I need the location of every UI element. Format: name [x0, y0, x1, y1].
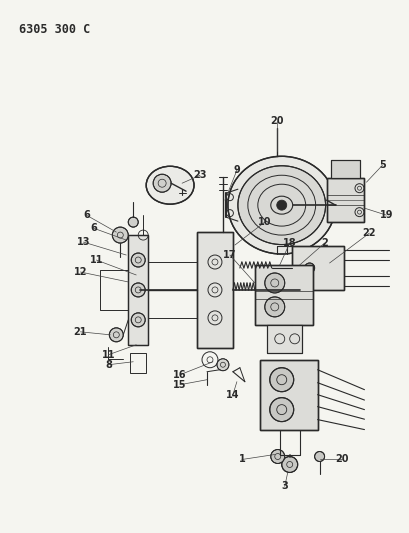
Text: 20: 20: [334, 455, 347, 464]
Text: 6305 300 C: 6305 300 C: [18, 22, 90, 36]
FancyBboxPatch shape: [326, 178, 364, 222]
Text: 6: 6: [83, 210, 90, 220]
FancyBboxPatch shape: [128, 235, 148, 345]
Circle shape: [128, 217, 138, 227]
Text: 13: 13: [76, 237, 90, 247]
Circle shape: [131, 313, 145, 327]
Text: 22: 22: [362, 228, 375, 238]
Circle shape: [109, 328, 123, 342]
Text: 9: 9: [233, 165, 240, 175]
Text: 11: 11: [101, 350, 115, 360]
Circle shape: [264, 273, 284, 293]
Text: 8: 8: [105, 360, 112, 370]
Circle shape: [269, 398, 293, 422]
Text: 20: 20: [270, 116, 283, 126]
Circle shape: [276, 200, 286, 210]
Text: 17: 17: [222, 250, 236, 260]
FancyBboxPatch shape: [330, 160, 360, 178]
Circle shape: [216, 359, 228, 371]
Ellipse shape: [146, 166, 193, 204]
FancyBboxPatch shape: [254, 265, 312, 325]
Circle shape: [112, 227, 128, 243]
Circle shape: [270, 449, 284, 464]
Text: 2: 2: [320, 238, 327, 248]
Circle shape: [131, 253, 145, 267]
Ellipse shape: [227, 156, 335, 254]
Text: 21: 21: [74, 327, 87, 337]
Text: 12: 12: [74, 267, 87, 277]
Ellipse shape: [237, 166, 325, 245]
Circle shape: [314, 451, 324, 462]
Text: 10: 10: [257, 217, 271, 227]
Text: 11: 11: [90, 255, 103, 265]
Circle shape: [131, 283, 145, 297]
FancyBboxPatch shape: [259, 360, 317, 430]
FancyBboxPatch shape: [197, 232, 232, 348]
Text: 18: 18: [282, 238, 296, 248]
FancyBboxPatch shape: [266, 325, 301, 353]
Circle shape: [281, 456, 297, 472]
Text: 16: 16: [173, 370, 187, 379]
FancyBboxPatch shape: [291, 246, 343, 290]
Text: 1: 1: [238, 455, 245, 464]
Circle shape: [269, 368, 293, 392]
Circle shape: [264, 297, 284, 317]
Text: 23: 23: [193, 170, 206, 180]
Text: 15: 15: [173, 379, 187, 390]
Circle shape: [153, 174, 171, 192]
Text: 5: 5: [378, 160, 385, 170]
Text: 6: 6: [90, 223, 97, 233]
Circle shape: [304, 263, 314, 273]
Text: 3: 3: [281, 481, 288, 491]
Text: 19: 19: [379, 210, 392, 220]
Text: 14: 14: [226, 390, 239, 400]
